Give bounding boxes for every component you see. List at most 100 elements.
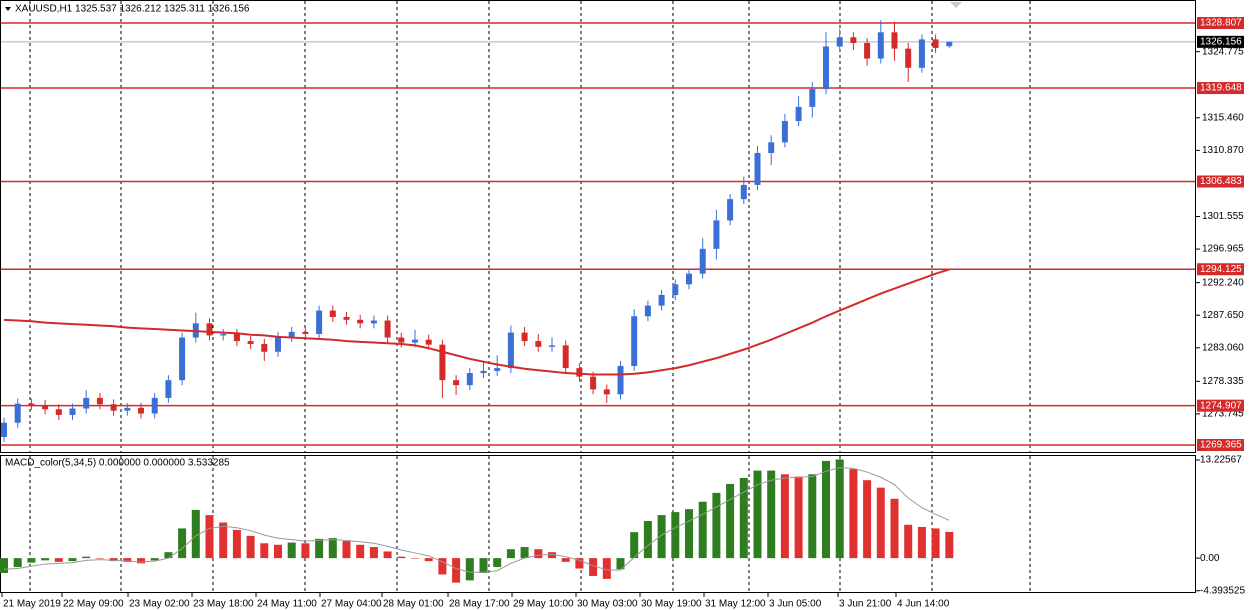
candle-body bbox=[412, 339, 418, 343]
candle-body bbox=[247, 341, 254, 344]
x-tick-label: 29 May 10:00 bbox=[513, 599, 574, 610]
candle-body bbox=[55, 409, 62, 415]
macd-bar bbox=[575, 558, 584, 569]
candle-body bbox=[124, 407, 131, 411]
macd-bar bbox=[13, 558, 22, 568]
current-price-box bbox=[1197, 35, 1244, 48]
candle-body bbox=[672, 284, 679, 295]
candle-body bbox=[14, 403, 21, 423]
level-label: 1306.483 bbox=[1200, 176, 1242, 187]
y-tick-label: 1283.060 bbox=[1202, 342, 1244, 353]
macd-bar bbox=[808, 474, 817, 559]
candle-body bbox=[918, 39, 925, 68]
candle-body bbox=[590, 376, 597, 390]
symbol-arrow bbox=[5, 7, 11, 11]
level-label: 1269.365 bbox=[1200, 440, 1242, 451]
macd-bar bbox=[465, 558, 474, 581]
macd-bar bbox=[904, 524, 913, 559]
candle-body bbox=[1, 422, 7, 437]
x-tick-label: 27 May 04:00 bbox=[321, 599, 382, 610]
x-tick-label: 21 May 2019 bbox=[3, 599, 61, 610]
x-tick-label: 30 May 03:00 bbox=[577, 599, 638, 610]
candle-body bbox=[370, 320, 377, 324]
candle-body bbox=[494, 368, 501, 371]
macd-bar bbox=[876, 487, 885, 559]
y-tick-label: -4.393525 bbox=[1200, 585, 1245, 596]
macd-bar bbox=[164, 552, 173, 559]
macd-bar bbox=[520, 547, 529, 559]
candle-body bbox=[644, 305, 651, 317]
candle-body bbox=[781, 121, 788, 143]
candle-body bbox=[521, 332, 528, 342]
level-label-box bbox=[1197, 82, 1244, 95]
x-tick-label: 28 May 01:00 bbox=[383, 599, 444, 610]
macd-bar bbox=[657, 515, 666, 559]
macd-bar bbox=[68, 558, 77, 562]
candle-body bbox=[480, 370, 487, 374]
candle-body bbox=[891, 32, 898, 49]
macd-bar bbox=[917, 526, 926, 559]
y-tick-label: 1324.775 bbox=[1202, 46, 1244, 57]
candle-body bbox=[713, 220, 720, 249]
main-panel bbox=[0, 0, 1196, 453]
candle-body bbox=[686, 273, 692, 285]
macd-bar bbox=[630, 532, 639, 559]
x-tick-label: 23 May 02:00 bbox=[129, 599, 190, 610]
macd-bar bbox=[301, 543, 310, 559]
macd-panel bbox=[0, 455, 1196, 593]
macd-bar bbox=[150, 558, 159, 561]
candle-body bbox=[96, 397, 103, 405]
macd-bar bbox=[191, 509, 200, 559]
candle-body bbox=[466, 373, 473, 386]
macd-bar bbox=[95, 558, 104, 559]
macd-bar bbox=[438, 558, 447, 575]
macd-bar bbox=[753, 470, 762, 559]
x-tick-label: 31 May 12:00 bbox=[705, 599, 766, 610]
candle-body bbox=[932, 39, 939, 48]
macd-bar bbox=[931, 528, 940, 559]
level-label-box bbox=[1197, 175, 1244, 188]
candle-body bbox=[275, 336, 281, 352]
current-price-label: 1326.156 bbox=[1200, 36, 1242, 47]
macd-bar bbox=[219, 522, 228, 559]
candle-body bbox=[28, 403, 35, 406]
macd-bar bbox=[109, 558, 118, 562]
candle-body bbox=[562, 345, 569, 369]
candle-body bbox=[795, 106, 802, 122]
candle-body bbox=[823, 46, 829, 90]
macd-bar bbox=[493, 558, 502, 568]
y-tick-label: 1296.965 bbox=[1202, 244, 1244, 255]
x-tick-label: 30 May 19:00 bbox=[641, 599, 702, 610]
y-tick-label: 1278.335 bbox=[1202, 376, 1244, 387]
macd-bar bbox=[274, 544, 282, 559]
candle-body bbox=[425, 339, 432, 345]
macd-bar bbox=[589, 558, 598, 576]
x-tick-label: 24 May 11:00 bbox=[257, 599, 317, 610]
candle-body bbox=[138, 407, 144, 414]
macd-bar bbox=[424, 558, 433, 562]
macd-bar bbox=[739, 478, 748, 559]
candle-body bbox=[754, 152, 761, 185]
macd-bar bbox=[27, 558, 36, 563]
y-tick-label: 1315.460 bbox=[1202, 112, 1244, 123]
candle-body bbox=[357, 319, 364, 324]
candle-body bbox=[233, 334, 240, 342]
macd-bar bbox=[452, 558, 461, 583]
signal-line bbox=[3, 467, 950, 573]
macd-bar bbox=[616, 558, 625, 570]
candle-body bbox=[549, 345, 555, 347]
macd-bar bbox=[685, 509, 693, 559]
candle-body bbox=[151, 397, 158, 414]
macd-bar bbox=[246, 535, 255, 559]
x-tick-label: 23 May 18:00 bbox=[193, 599, 254, 610]
macd-title: MACD_color(5,34,5) 0.000000 0.000000 3.5… bbox=[5, 458, 230, 469]
macd-bar bbox=[137, 558, 145, 564]
candle-body bbox=[946, 41, 953, 47]
candle-body bbox=[864, 42, 871, 59]
level-label: 1274.907 bbox=[1200, 400, 1242, 411]
candle-body bbox=[727, 199, 734, 221]
x-tick-label: 22 May 09:00 bbox=[63, 599, 124, 610]
y-tick-label: 1292.240 bbox=[1202, 277, 1244, 288]
candle-body bbox=[768, 142, 775, 153]
